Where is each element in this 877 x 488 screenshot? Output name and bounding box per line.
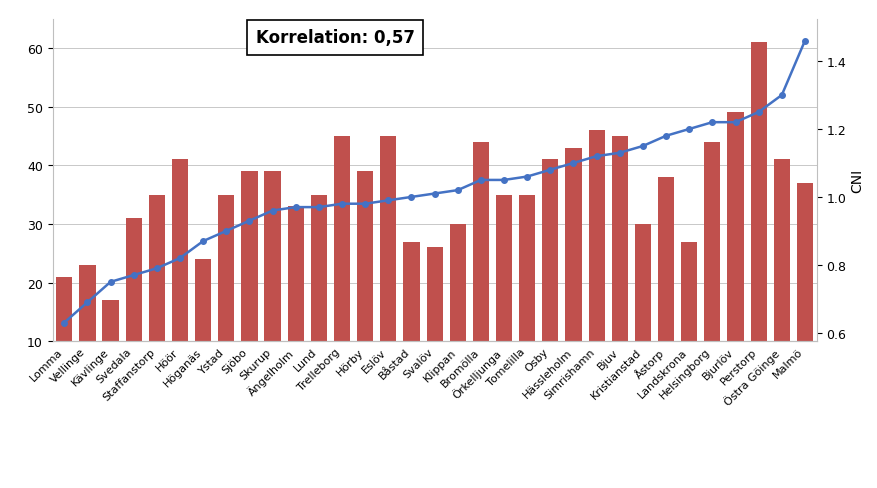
Bar: [264, 172, 281, 400]
Bar: [241, 172, 257, 400]
Bar: [380, 137, 396, 400]
Bar: [79, 265, 96, 400]
Bar: [473, 142, 488, 400]
Bar: [773, 160, 789, 400]
Bar: [103, 301, 118, 400]
Bar: [727, 113, 743, 400]
Bar: [496, 195, 511, 400]
Bar: [681, 242, 696, 400]
Bar: [426, 248, 442, 400]
Bar: [218, 195, 234, 400]
Bar: [357, 172, 373, 400]
Bar: [657, 178, 674, 400]
Bar: [125, 219, 142, 400]
Bar: [542, 160, 558, 400]
Bar: [796, 183, 812, 400]
Bar: [172, 160, 188, 400]
Bar: [565, 148, 581, 400]
Text: Korrelation: 0,57: Korrelation: 0,57: [255, 29, 414, 47]
Bar: [195, 260, 211, 400]
Bar: [310, 195, 326, 400]
Bar: [403, 242, 419, 400]
Bar: [588, 131, 604, 400]
Bar: [288, 207, 303, 400]
Bar: [750, 43, 766, 400]
Bar: [148, 195, 165, 400]
Bar: [611, 137, 627, 400]
Bar: [333, 137, 350, 400]
Bar: [449, 224, 466, 400]
Bar: [56, 277, 72, 400]
Bar: [703, 142, 720, 400]
Bar: [518, 195, 535, 400]
Y-axis label: CNI: CNI: [850, 168, 864, 193]
Bar: [634, 224, 651, 400]
